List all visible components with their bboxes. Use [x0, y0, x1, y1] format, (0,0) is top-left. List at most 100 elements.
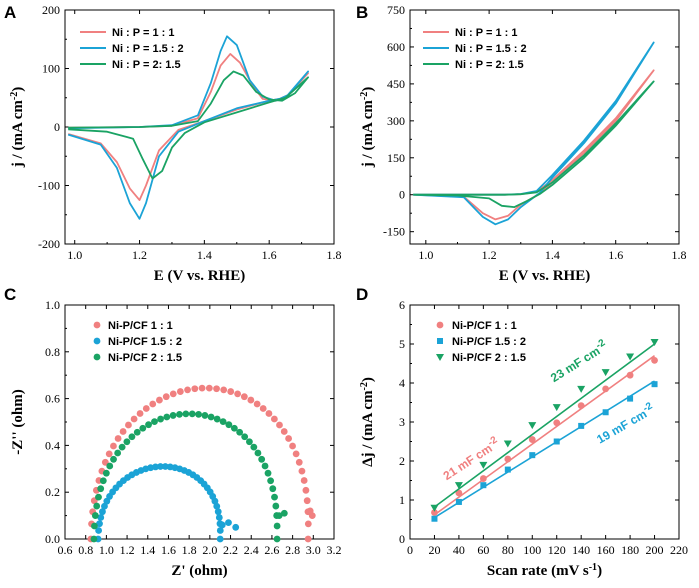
y-tick-label: 100	[42, 62, 60, 76]
y-tick-label: 6	[399, 298, 405, 312]
legend-label: Ni : P = 2: 1.5	[112, 59, 181, 71]
x-tick-label: 1.8	[327, 248, 342, 262]
legend-marker	[94, 354, 101, 361]
legend-label: Ni : P = 2: 1.5	[455, 59, 524, 71]
data-point-red	[480, 475, 487, 482]
x-tick-label: 2.0	[202, 543, 217, 557]
data-point-blue	[627, 396, 633, 402]
nyquist-point	[145, 421, 152, 428]
capacitance-annotation-red: 21 mF cm-2	[439, 434, 502, 483]
y-tick-label: 3	[399, 415, 405, 429]
nyquist-point	[184, 386, 191, 393]
nyquist-point	[269, 485, 276, 492]
nyquist-point	[177, 388, 184, 395]
nyquist-point	[254, 401, 261, 408]
nyquist-point	[131, 416, 138, 423]
x-tick-label: 60	[477, 543, 489, 557]
data-point-red	[627, 372, 634, 379]
nyquist-point	[201, 412, 208, 419]
y-tick-label: 5	[399, 337, 405, 351]
x-tick-label: 1.2	[482, 248, 497, 262]
y-axis-title: -Z'' (ohm)	[10, 389, 26, 454]
nyquist-tail-point	[225, 519, 232, 526]
nyquist-point	[139, 425, 146, 432]
legend-label: Ni-P/CF 1 : 1	[452, 320, 517, 332]
y-tick-label: -150	[383, 225, 405, 239]
x-tick-label: 1.6	[161, 543, 176, 557]
nyquist-point	[276, 422, 283, 429]
panel-a-chart: 1.0 1.2 1.4 1.6 1.8 -200 -100 0 100 200 E (V vs. R…	[9, 3, 342, 284]
x-tick-label: 2.4	[244, 543, 259, 557]
nyquist-point	[262, 463, 269, 470]
x-tick-label: 3.0	[306, 543, 321, 557]
x-tick-label: 1.6	[608, 248, 623, 262]
data-point-red	[553, 419, 560, 426]
legend-label: Ni-P/CF 1.5 : 2	[452, 336, 526, 348]
nyquist-point	[214, 416, 221, 423]
nyquist-point	[170, 412, 177, 419]
x-tick-label: 0.8	[78, 543, 93, 557]
data-point-green	[504, 440, 512, 447]
y-tick-label: 750	[387, 3, 405, 17]
y-tick-label: 200	[42, 3, 60, 17]
data-point-green	[602, 369, 610, 376]
nyquist-point	[143, 405, 150, 412]
nyquist-point	[271, 494, 278, 501]
nyquist-point	[93, 503, 100, 510]
nyquist-point	[95, 494, 102, 501]
nyquist-point	[103, 470, 110, 477]
plot-frame	[410, 10, 679, 244]
nyquist-point	[110, 443, 117, 450]
y-tick-label: -100	[38, 179, 60, 193]
legend-label: Ni-P/CF 1 : 1	[108, 320, 173, 332]
x-axis-title: Scan rate (mV s-1)	[487, 562, 602, 580]
nyquist-tail-point	[219, 522, 226, 529]
nyquist-point	[293, 450, 300, 457]
y-tick-label: 1.0	[45, 298, 60, 312]
nyquist-point	[163, 414, 170, 421]
nyquist-point	[91, 523, 98, 530]
x-tick-label: 0	[407, 543, 413, 557]
nyquist-point	[100, 477, 107, 484]
nyquist-point	[260, 405, 267, 412]
nyquist-point	[114, 450, 121, 457]
x-tick-label: 100	[523, 543, 541, 557]
legend-label: Ni-P/CF 2 : 1.5	[452, 352, 526, 364]
x-tick-label: 2.8	[285, 543, 300, 557]
data-point-green	[455, 482, 463, 489]
y-tick-label: 600	[387, 40, 405, 54]
y-axis-title: j / (mA cm-2)	[359, 87, 377, 168]
y-tick-label: 0.4	[45, 438, 60, 452]
data-point-blue	[652, 381, 658, 387]
nyquist-point	[206, 385, 213, 392]
nyquist-tail-point	[281, 510, 288, 517]
nyquist-point	[272, 503, 279, 510]
nyquist-point	[266, 410, 273, 417]
nyquist-point	[216, 514, 223, 521]
panel-c-chart: 0.6 0.8 1.0 1.2 1.4 1.6 1.8 2.0 2.2 2.4 2.6 2.8 3.0 3…	[10, 298, 342, 579]
nyquist-point	[149, 401, 156, 408]
legend-marker	[437, 322, 444, 329]
nyquist-point	[120, 428, 127, 435]
panel-label-c: C	[4, 285, 16, 304]
panel-d-chart: 0 20 40 60 80 100 120 140 160 180 200 220 0 1 2 3 4 5 6 Sca…	[359, 298, 689, 579]
nyquist-point	[189, 410, 196, 417]
nyquist-point	[163, 393, 170, 400]
nyquist-point	[208, 414, 215, 421]
nyquist-point	[106, 450, 113, 457]
nyquist-point	[217, 536, 224, 543]
y-axis-title: Δj / (mA cm-2)	[359, 377, 377, 467]
panel-b-chart: 1.0 1.2 1.4 1.6 1.8-1500150300450600750E (V …	[359, 3, 687, 284]
x-tick-label: 1.0	[99, 543, 114, 557]
nyquist-point	[157, 416, 164, 423]
data-point-green	[651, 339, 659, 346]
y-tick-label: 0.0	[45, 532, 60, 546]
nyquist-point	[271, 416, 278, 423]
nyquist-point	[215, 508, 222, 515]
legend-marker	[437, 338, 443, 344]
fit-line-red	[434, 356, 654, 515]
nyquist-point	[289, 443, 296, 450]
data-point-green	[577, 386, 585, 393]
x-tick-label: 20	[428, 543, 440, 557]
nyquist-point	[195, 411, 202, 418]
